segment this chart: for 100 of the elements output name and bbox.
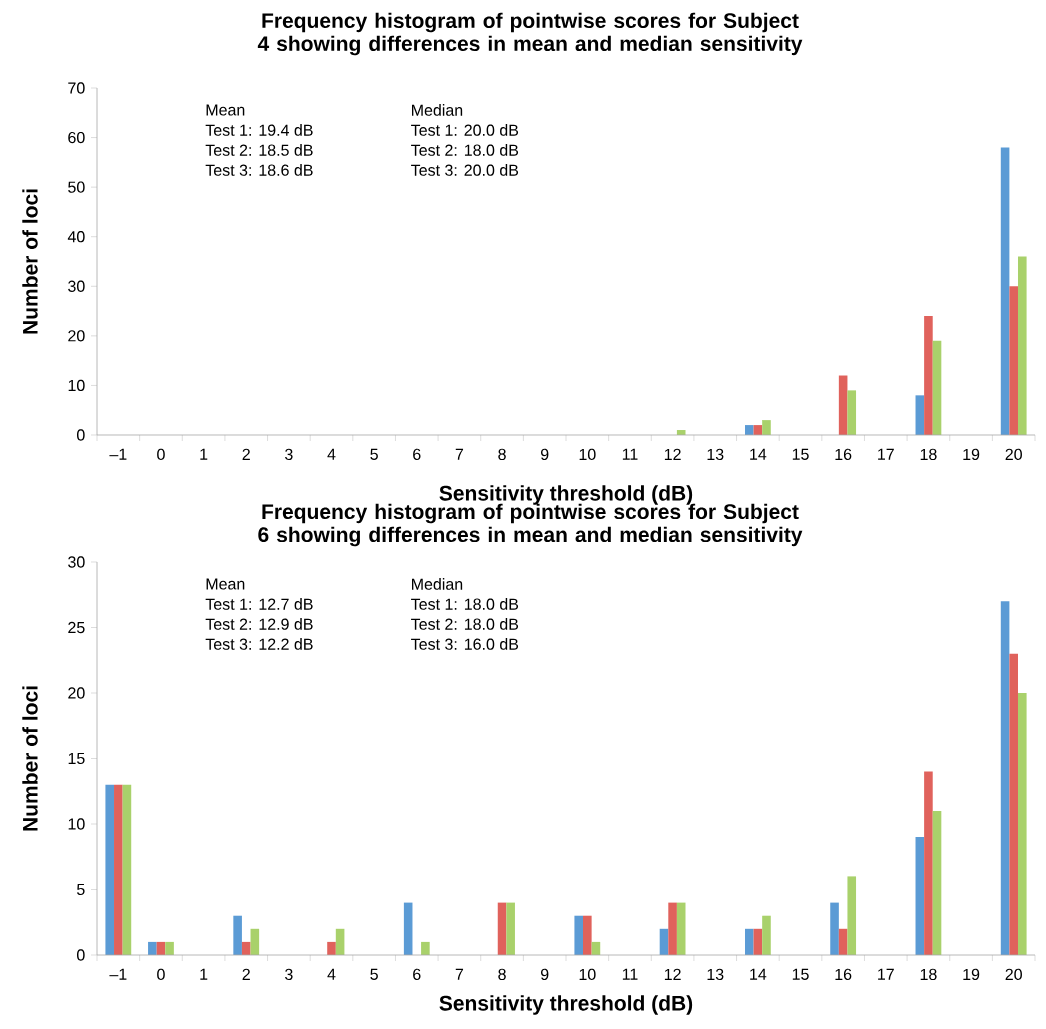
y-tick-label: 25 (68, 621, 85, 634)
bar (1009, 286, 1018, 435)
bar (847, 390, 857, 435)
x-tick-label: 8 (498, 968, 506, 981)
annotation: Test 3: 20.0 dB (411, 164, 519, 176)
x-tick-label: 20 (1005, 968, 1022, 981)
x-tick-label: 10 (579, 448, 596, 461)
x-tick-label: 18 (920, 968, 937, 981)
annotation: Test 2: 12.9 dB (205, 618, 313, 630)
annotation: Test 2: 18.0 dB (411, 618, 519, 630)
bar (1000, 601, 1010, 955)
bar (1017, 693, 1027, 955)
y-tick-label: 20 (68, 330, 85, 342)
x-tick-label: 17 (878, 968, 894, 980)
bar (148, 941, 157, 955)
bar (574, 915, 584, 955)
bar (1000, 147, 1010, 435)
x-tick-label: 6 (413, 968, 421, 981)
annotation: Test 3: 16.0 dB (411, 638, 519, 650)
annotation: Test 1: 18.0 dB (411, 598, 519, 610)
x-tick-label: 14 (750, 448, 767, 460)
bar (233, 915, 242, 955)
x-tick-label: 7 (455, 448, 464, 460)
y-tick-label: 70 (68, 82, 85, 94)
x-tick-label: 3 (285, 448, 293, 461)
annotation: Test 1: 20.0 dB (411, 124, 519, 136)
annotation: Test 2: 18.0 dB (411, 144, 519, 156)
x-tick-label: 2 (242, 448, 250, 460)
x-tick-label: 19 (963, 968, 980, 981)
bar (1017, 256, 1027, 435)
bar (924, 316, 933, 435)
bar (847, 876, 857, 955)
x-tick-label: 14 (750, 968, 767, 980)
x-tick-label: 10 (579, 968, 596, 981)
bar (676, 902, 686, 955)
bar (830, 902, 839, 955)
y-tick-label: 50 (68, 181, 85, 193)
bar (497, 902, 507, 955)
bar (122, 784, 132, 955)
bar (744, 425, 754, 435)
x-tick-label: 11 (622, 448, 638, 460)
x-tick-label: 5 (370, 968, 378, 980)
x-tick-label: 0 (157, 968, 165, 981)
bar (924, 771, 933, 955)
annotation: Test 3: 18.6 dB (205, 164, 313, 176)
x-tick-label: 19 (963, 448, 980, 461)
bar (932, 810, 942, 955)
y-axis-title: Number of loci (22, 189, 38, 334)
y-axis-title: Number of loci (22, 686, 38, 831)
bar (838, 375, 848, 435)
y-tick-label: 40 (67, 231, 85, 243)
x-tick-label: 8 (498, 448, 506, 461)
bar (241, 941, 251, 955)
chart-title: Frequency histogram of pointwise scores for Subject 4 showing differences in mean and median sensitivity (257, 12, 803, 56)
x-tick-label: 3 (285, 968, 293, 981)
bar (932, 340, 942, 435)
y-tick-label: 10 (68, 379, 85, 392)
bar (165, 941, 174, 955)
x-tick-label: 6 (413, 448, 421, 461)
x-tick-label: 15 (792, 968, 809, 980)
x-tick-label: –1 (109, 448, 127, 460)
x-tick-label: 16 (835, 448, 852, 461)
annotation: Test 3: 12.2 dB (205, 638, 313, 650)
x-tick-label: 1 (200, 448, 208, 460)
x-tick-label: –1 (109, 968, 127, 980)
x-tick-label: 9 (540, 968, 549, 981)
annotation: Mean (206, 104, 245, 116)
x-tick-label: 7 (455, 968, 464, 980)
bar (583, 915, 592, 955)
y-tick-label: 30 (68, 556, 85, 568)
x-tick-label: 15 (792, 448, 809, 460)
bar (105, 784, 115, 955)
bar (327, 941, 336, 955)
annotation: Median (412, 578, 463, 590)
x-tick-label: 17 (878, 448, 894, 460)
y-tick-label: 10 (68, 818, 85, 830)
x-tick-label: 2 (242, 968, 250, 980)
y-tick-label: 15 (68, 752, 85, 765)
x-tick-label: 12 (664, 448, 681, 460)
x-tick-label: 18 (920, 448, 937, 461)
y-tick-label: 20 (68, 687, 85, 699)
x-tick-label: 5 (370, 448, 378, 460)
bar (114, 784, 123, 955)
x-tick-label: 20 (1005, 448, 1022, 461)
bar (762, 915, 771, 955)
y-tick-label: 0 (77, 429, 85, 441)
bar (403, 902, 413, 955)
x-tick-label: 4 (327, 448, 336, 460)
annotation: Test 1: 19.4 dB (205, 124, 313, 136)
x-tick-label: 9 (540, 448, 549, 461)
annotation: Median (412, 104, 463, 116)
y-tick-label: 0 (77, 949, 85, 961)
x-tick-label: 4 (327, 968, 336, 980)
bar (1009, 653, 1018, 955)
y-tick-label: 30 (68, 280, 85, 292)
x-tick-label: 0 (157, 448, 165, 461)
bar (744, 928, 754, 955)
x-tick-label: 11 (622, 968, 638, 980)
x-axis-title: Sensitivity threshold (dB) (439, 995, 693, 1015)
bar (915, 837, 925, 955)
